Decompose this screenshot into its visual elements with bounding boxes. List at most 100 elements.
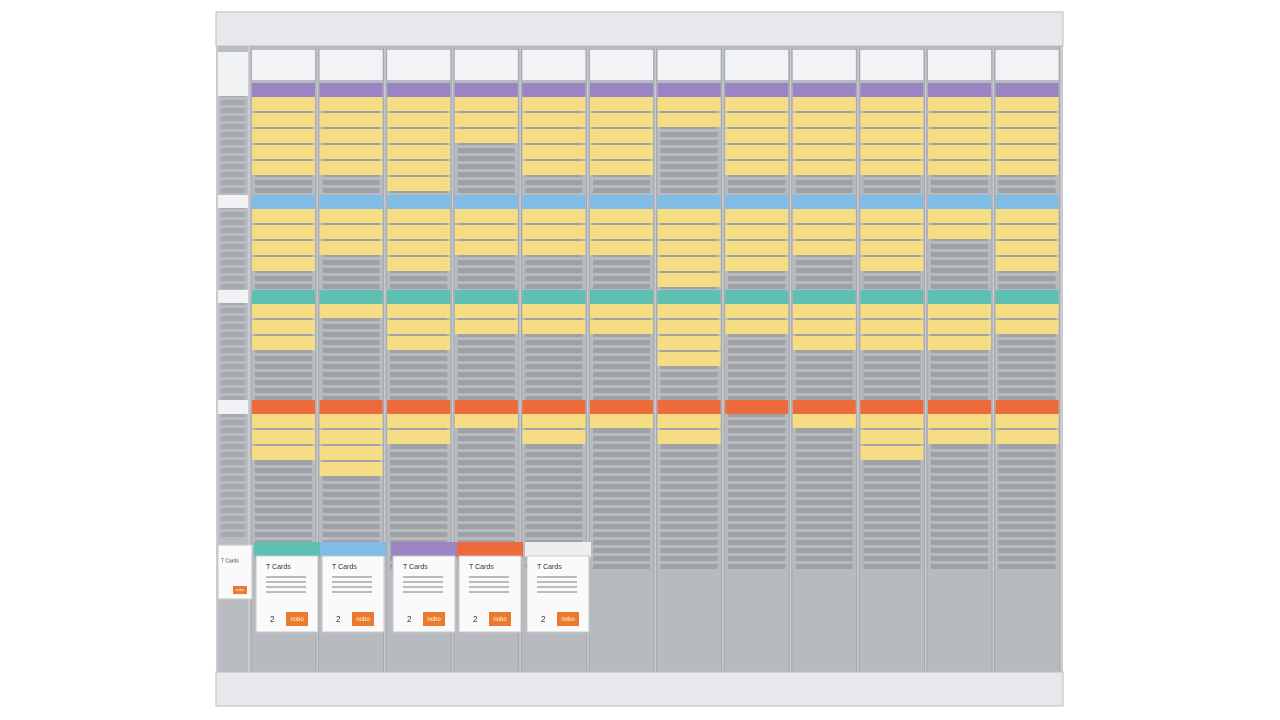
planning-card xyxy=(252,129,315,143)
planning-card xyxy=(792,129,856,143)
planning-card xyxy=(590,241,653,255)
planning-card xyxy=(590,209,653,223)
index-tab xyxy=(218,52,248,96)
column-header xyxy=(522,50,586,80)
planning-card xyxy=(657,430,721,444)
planning-card xyxy=(319,129,383,143)
slot xyxy=(795,428,853,433)
slot xyxy=(390,492,448,497)
slot xyxy=(795,316,853,321)
index-tab xyxy=(218,290,248,303)
slot xyxy=(728,340,786,345)
slot xyxy=(998,516,1056,521)
planning-card xyxy=(522,209,586,223)
box-brand: nobo xyxy=(356,617,370,623)
section-card xyxy=(860,290,924,304)
slot xyxy=(931,524,988,529)
index-slot xyxy=(221,244,245,249)
planning-card xyxy=(657,97,721,111)
slot xyxy=(457,284,515,289)
slot xyxy=(457,452,515,457)
slot xyxy=(322,324,380,329)
slot xyxy=(998,500,1056,505)
index-slot xyxy=(221,228,245,233)
planning-card xyxy=(657,241,721,255)
index-tab xyxy=(218,195,248,208)
slot xyxy=(728,524,786,529)
slot xyxy=(593,428,650,433)
planning-card xyxy=(454,241,518,255)
planning-card xyxy=(522,129,586,143)
index-slot xyxy=(221,116,245,121)
slot xyxy=(255,316,312,321)
slot xyxy=(525,276,583,281)
slot xyxy=(931,316,988,321)
index-slot xyxy=(221,308,245,313)
planning-card xyxy=(319,462,383,476)
planning-card xyxy=(995,414,1059,428)
slot xyxy=(457,388,515,393)
slot xyxy=(593,276,650,281)
box-count: 2 xyxy=(407,615,412,624)
planning-card xyxy=(252,113,315,127)
slot xyxy=(795,508,853,513)
planning-card xyxy=(792,145,856,159)
slot xyxy=(525,348,583,353)
planning-card xyxy=(319,97,383,111)
slot xyxy=(998,532,1056,537)
planning-card xyxy=(454,97,518,111)
planning-card xyxy=(319,446,383,460)
planning-card xyxy=(522,225,586,239)
index-slot xyxy=(221,420,245,425)
planning-card xyxy=(319,241,383,255)
slot xyxy=(255,276,312,281)
slot xyxy=(525,508,583,513)
index-slot xyxy=(221,348,245,353)
box-fineprint xyxy=(403,576,443,578)
slot xyxy=(660,364,718,369)
slot xyxy=(660,188,718,193)
slot xyxy=(593,508,650,513)
slot xyxy=(322,332,380,337)
planning-card xyxy=(725,129,789,143)
slot xyxy=(255,468,312,473)
slot xyxy=(457,372,515,377)
slot xyxy=(457,340,515,345)
slot xyxy=(863,500,921,505)
planning-card xyxy=(725,113,789,127)
section-card xyxy=(252,400,315,414)
slot xyxy=(863,276,921,281)
slot xyxy=(660,380,718,385)
section-card xyxy=(995,400,1059,414)
slot xyxy=(931,492,988,497)
planning-card xyxy=(725,209,789,223)
box-count: 2 xyxy=(270,615,275,624)
box-title: T Cards xyxy=(537,564,562,571)
column-header xyxy=(860,50,924,80)
slot xyxy=(322,500,380,505)
planning-card xyxy=(387,209,451,223)
slot xyxy=(795,388,853,393)
slot xyxy=(457,188,515,193)
index-slot xyxy=(221,380,245,385)
slot xyxy=(660,484,718,489)
planning-card xyxy=(387,177,451,191)
slot xyxy=(863,460,921,465)
planning-card xyxy=(319,430,383,444)
slot xyxy=(525,284,583,289)
slot xyxy=(795,268,853,273)
section-card xyxy=(928,290,991,304)
box-fineprint xyxy=(469,576,509,578)
planning-card xyxy=(387,241,451,255)
planning-card xyxy=(590,161,653,175)
section-card xyxy=(252,83,315,97)
slot xyxy=(795,180,853,185)
slot xyxy=(660,540,718,545)
slot xyxy=(660,460,718,465)
box-tab xyxy=(457,542,523,557)
planning-card xyxy=(387,113,451,127)
slot xyxy=(593,332,650,337)
slot xyxy=(795,444,853,449)
slot xyxy=(931,532,988,537)
planning-card xyxy=(590,320,653,334)
